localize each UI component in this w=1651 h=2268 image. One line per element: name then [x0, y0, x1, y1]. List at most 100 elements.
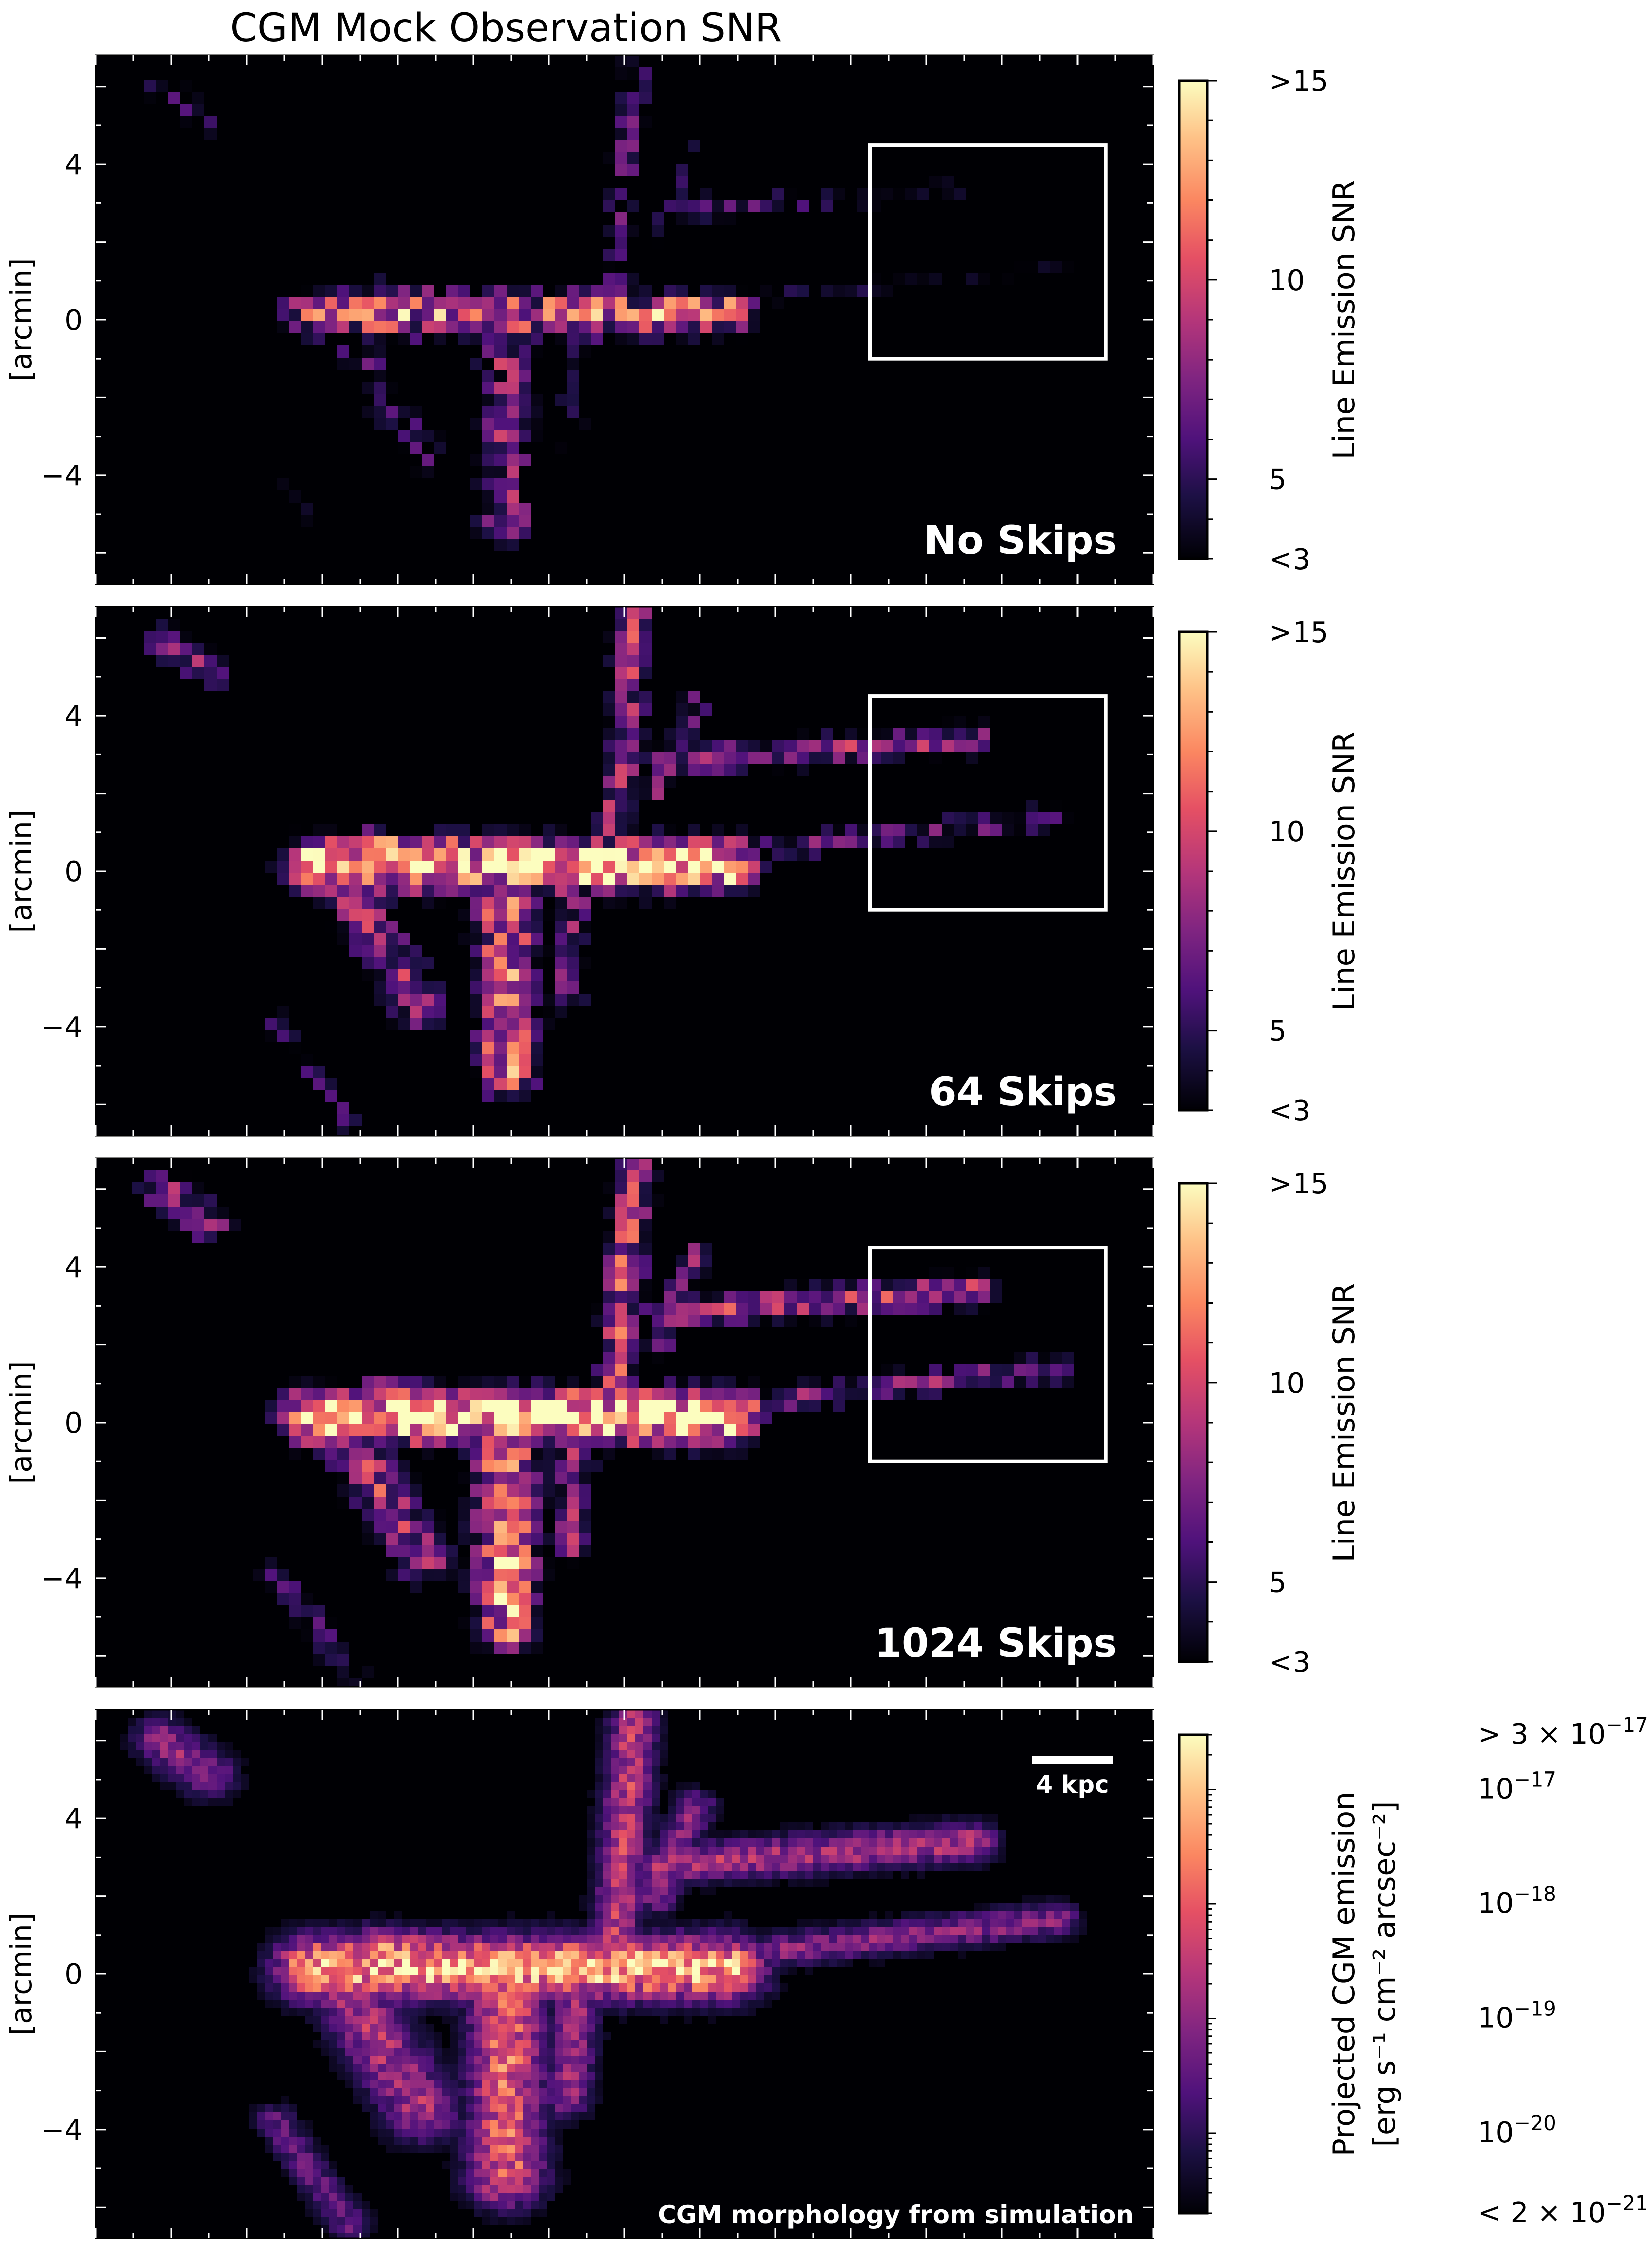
heatmap-pixel: [386, 1376, 398, 1388]
heatmap-pixel: [619, 1774, 627, 1782]
heatmap-pixel: [410, 442, 422, 454]
heatmap-pixel: [543, 1436, 555, 1448]
heatmap-pixel: [325, 885, 337, 897]
heatmap-pixel: [587, 1895, 595, 1903]
heatmap-pixel: [978, 1303, 990, 1315]
heatmap-pixel: [652, 1983, 660, 1992]
heatmap-pixel: [732, 1983, 740, 1992]
heatmap-pixel: [664, 861, 676, 873]
heatmap-pixel: [700, 1303, 712, 1315]
heatmap-pixel: [1026, 812, 1038, 824]
heatmap-pixel: [494, 1436, 507, 1448]
heatmap-pixel: [676, 1315, 688, 1327]
heatmap-pixel: [474, 2169, 482, 2177]
heatmap-pixel: [837, 1855, 845, 1863]
heatmap-pixel: [128, 1750, 136, 1758]
heatmap-pixel: [531, 1935, 539, 1943]
heatmap-pixel: [688, 1315, 700, 1327]
heatmap-pixel: [378, 1959, 386, 1967]
heatmap-pixel: [639, 1291, 652, 1303]
heatmap-pixel: [450, 2161, 458, 2169]
heatmap-pixel: [313, 2000, 321, 2008]
heatmap-pixel: [418, 2129, 426, 2137]
heatmap-pixel: [998, 1838, 1006, 1847]
heatmap-pixel: [470, 1569, 482, 1581]
heatmap-pixel: [684, 1806, 692, 1814]
heatmap-pixel: [494, 1557, 507, 1569]
heatmap-pixel: [378, 2064, 386, 2072]
heatmap-pixel: [760, 1412, 772, 1424]
heatmap-pixel: [498, 2201, 507, 2209]
heatmap-pixel: [470, 321, 482, 333]
heatmap-pixel: [692, 1927, 700, 1935]
heatmap-pixel: [627, 1255, 639, 1267]
heatmap-pixel: [349, 885, 362, 897]
heatmap-pixel: [418, 2112, 426, 2120]
heatmap-pixel: [176, 1710, 184, 1718]
heatmap-pixel: [450, 2112, 458, 2120]
heatmap-pixel: [418, 1935, 426, 1943]
heatmap-pixel: [353, 1975, 362, 1983]
heatmap-pixel: [337, 1126, 349, 1136]
heatmap-pixel: [676, 2008, 684, 2016]
heatmap-pixel: [1014, 1903, 1022, 1911]
heatmap-pixel: [519, 394, 531, 406]
heatmap-pixel: [313, 1927, 321, 1935]
heatmap-pixel: [507, 909, 519, 921]
heatmap-pixel: [301, 861, 313, 873]
heatmap-pixel: [362, 1975, 370, 1983]
heatmap-pixel: [652, 1887, 660, 1895]
heatmap-pixel: [627, 55, 639, 67]
heatmap-pixel: [531, 2145, 539, 2153]
heatmap-pixel: [168, 643, 180, 655]
heatmap-pixel: [853, 1855, 861, 1863]
heatmap-pixel: [370, 2112, 378, 2120]
heatmap-pixel: [567, 1472, 579, 1484]
heatmap-pixel: [942, 1943, 950, 1951]
heatmap-pixel: [635, 1710, 643, 1718]
heatmap-pixel: [531, 2040, 539, 2048]
heatmap-pixel: [639, 1255, 652, 1267]
heatmap-pixel: [982, 1919, 990, 1927]
heatmap-pixel: [664, 740, 676, 752]
heatmap-pixel: [241, 1774, 249, 1782]
heatmap-pixel: [184, 1750, 192, 1758]
heatmap-pixel: [756, 1879, 764, 1887]
heatmap-pixel: [639, 1388, 652, 1400]
heatmap-pixel: [885, 1838, 893, 1847]
heatmap-pixel: [277, 478, 289, 490]
heatmap-pixel: [482, 1935, 490, 1943]
heatmap-pixel: [563, 2056, 571, 2064]
heatmap-pixel: [353, 2088, 362, 2096]
heatmap-pixel: [249, 2112, 257, 2120]
heatmap-pixel: [531, 1078, 543, 1090]
heatmap-pixel: [321, 2016, 329, 2024]
heatmap-pixel: [958, 1838, 966, 1847]
heatmap-pixel: [482, 1943, 490, 1951]
heatmap-pixel: [313, 297, 325, 309]
heatmap-pixel: [627, 1863, 635, 1871]
heatmap-pixel: [958, 1935, 966, 1943]
heatmap-pixel: [482, 2072, 490, 2080]
heatmap-pixel: [724, 1424, 736, 1436]
heatmap-pixel: [515, 2161, 523, 2169]
y-tick-label: 4: [64, 1803, 83, 1835]
heatmap-pixel: [362, 2225, 370, 2233]
heatmap-pixel: [676, 297, 688, 309]
heatmap-pixel: [712, 740, 724, 752]
heatmap-pixel: [281, 1983, 289, 1992]
heatmap-pixel: [482, 1617, 494, 1629]
heatmap-pixel: [325, 1424, 337, 1436]
heatmap-pixel: [458, 1557, 470, 1569]
heatmap-pixel: [942, 1822, 950, 1830]
heatmap-pixel: [611, 1774, 619, 1782]
heatmap-pixel: [144, 1194, 156, 1207]
heatmap-pixel: [905, 273, 917, 285]
heatmap-pixel: [724, 740, 736, 752]
heatmap-pixel: [362, 957, 374, 969]
heatmap-pixel: [289, 1943, 297, 1951]
heatmap-pixel: [595, 1855, 603, 1863]
heatmap-pixel: [265, 2120, 273, 2129]
heatmap-pixel: [942, 1830, 950, 1838]
heatmap-pixel: [337, 1388, 349, 1400]
